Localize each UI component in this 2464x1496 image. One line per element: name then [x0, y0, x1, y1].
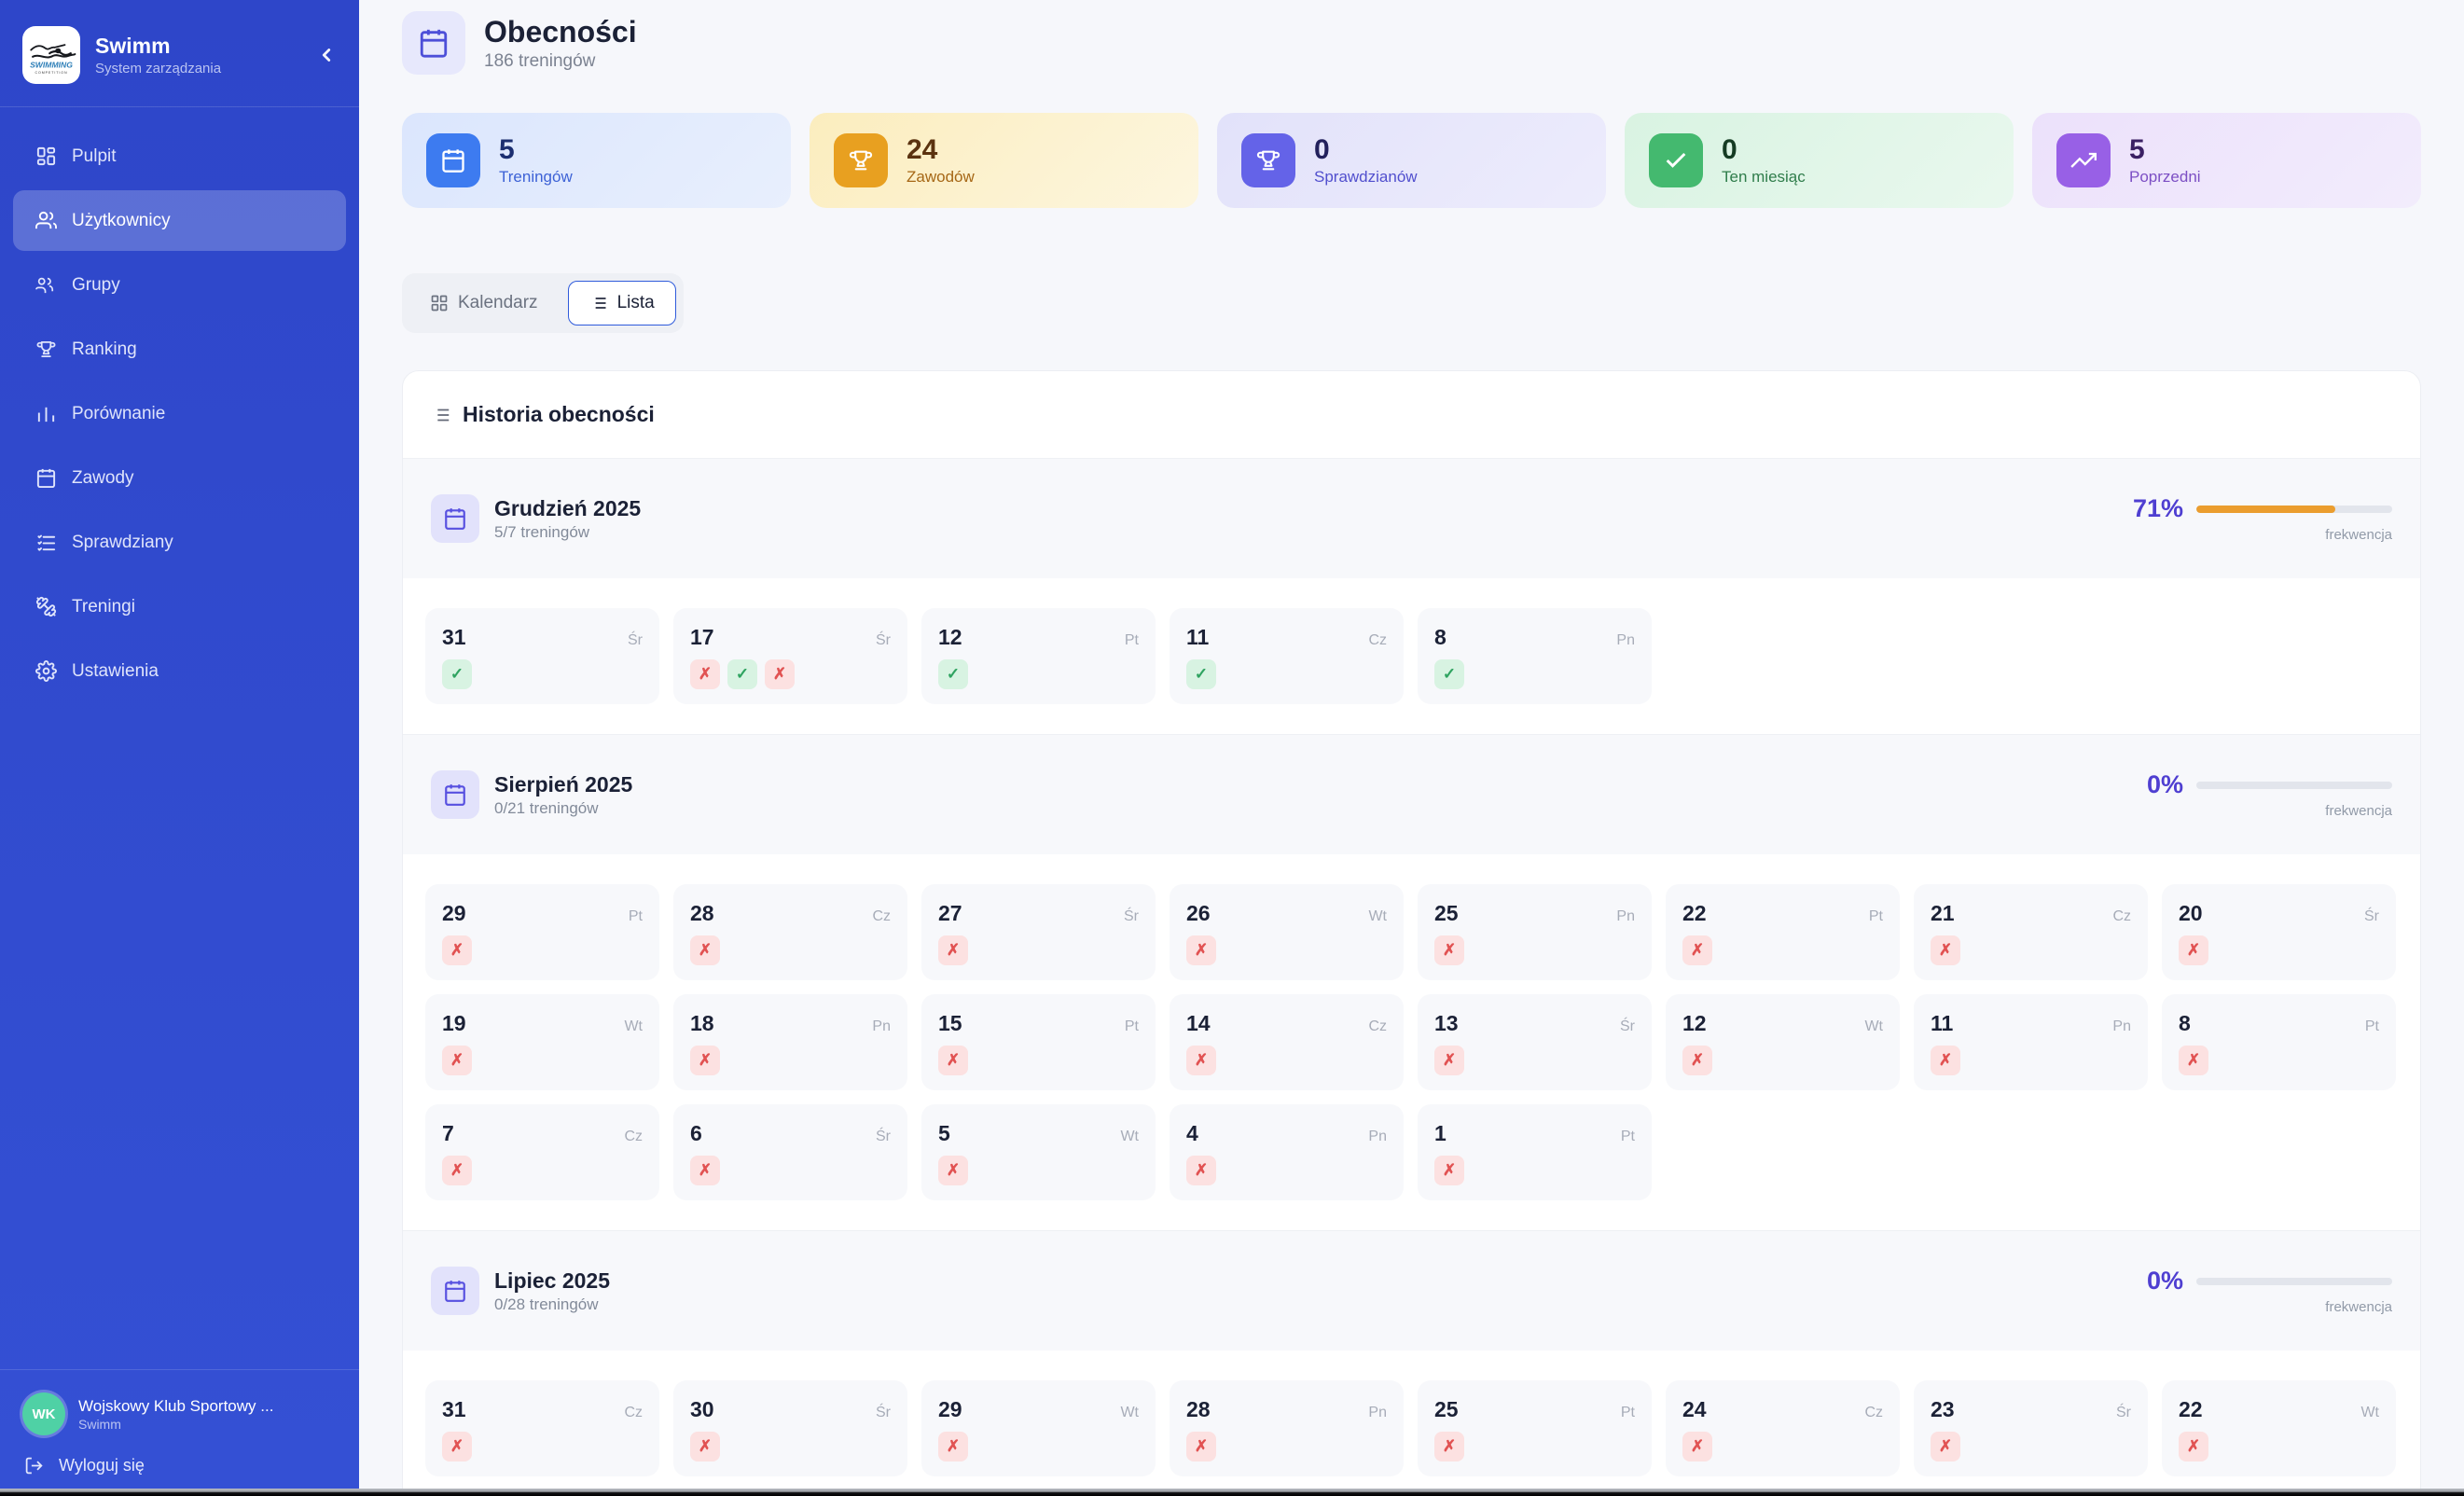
svg-text:COMPETITION: COMPETITION	[35, 71, 67, 75]
svg-text:SWIMMING: SWIMMING	[30, 61, 73, 70]
